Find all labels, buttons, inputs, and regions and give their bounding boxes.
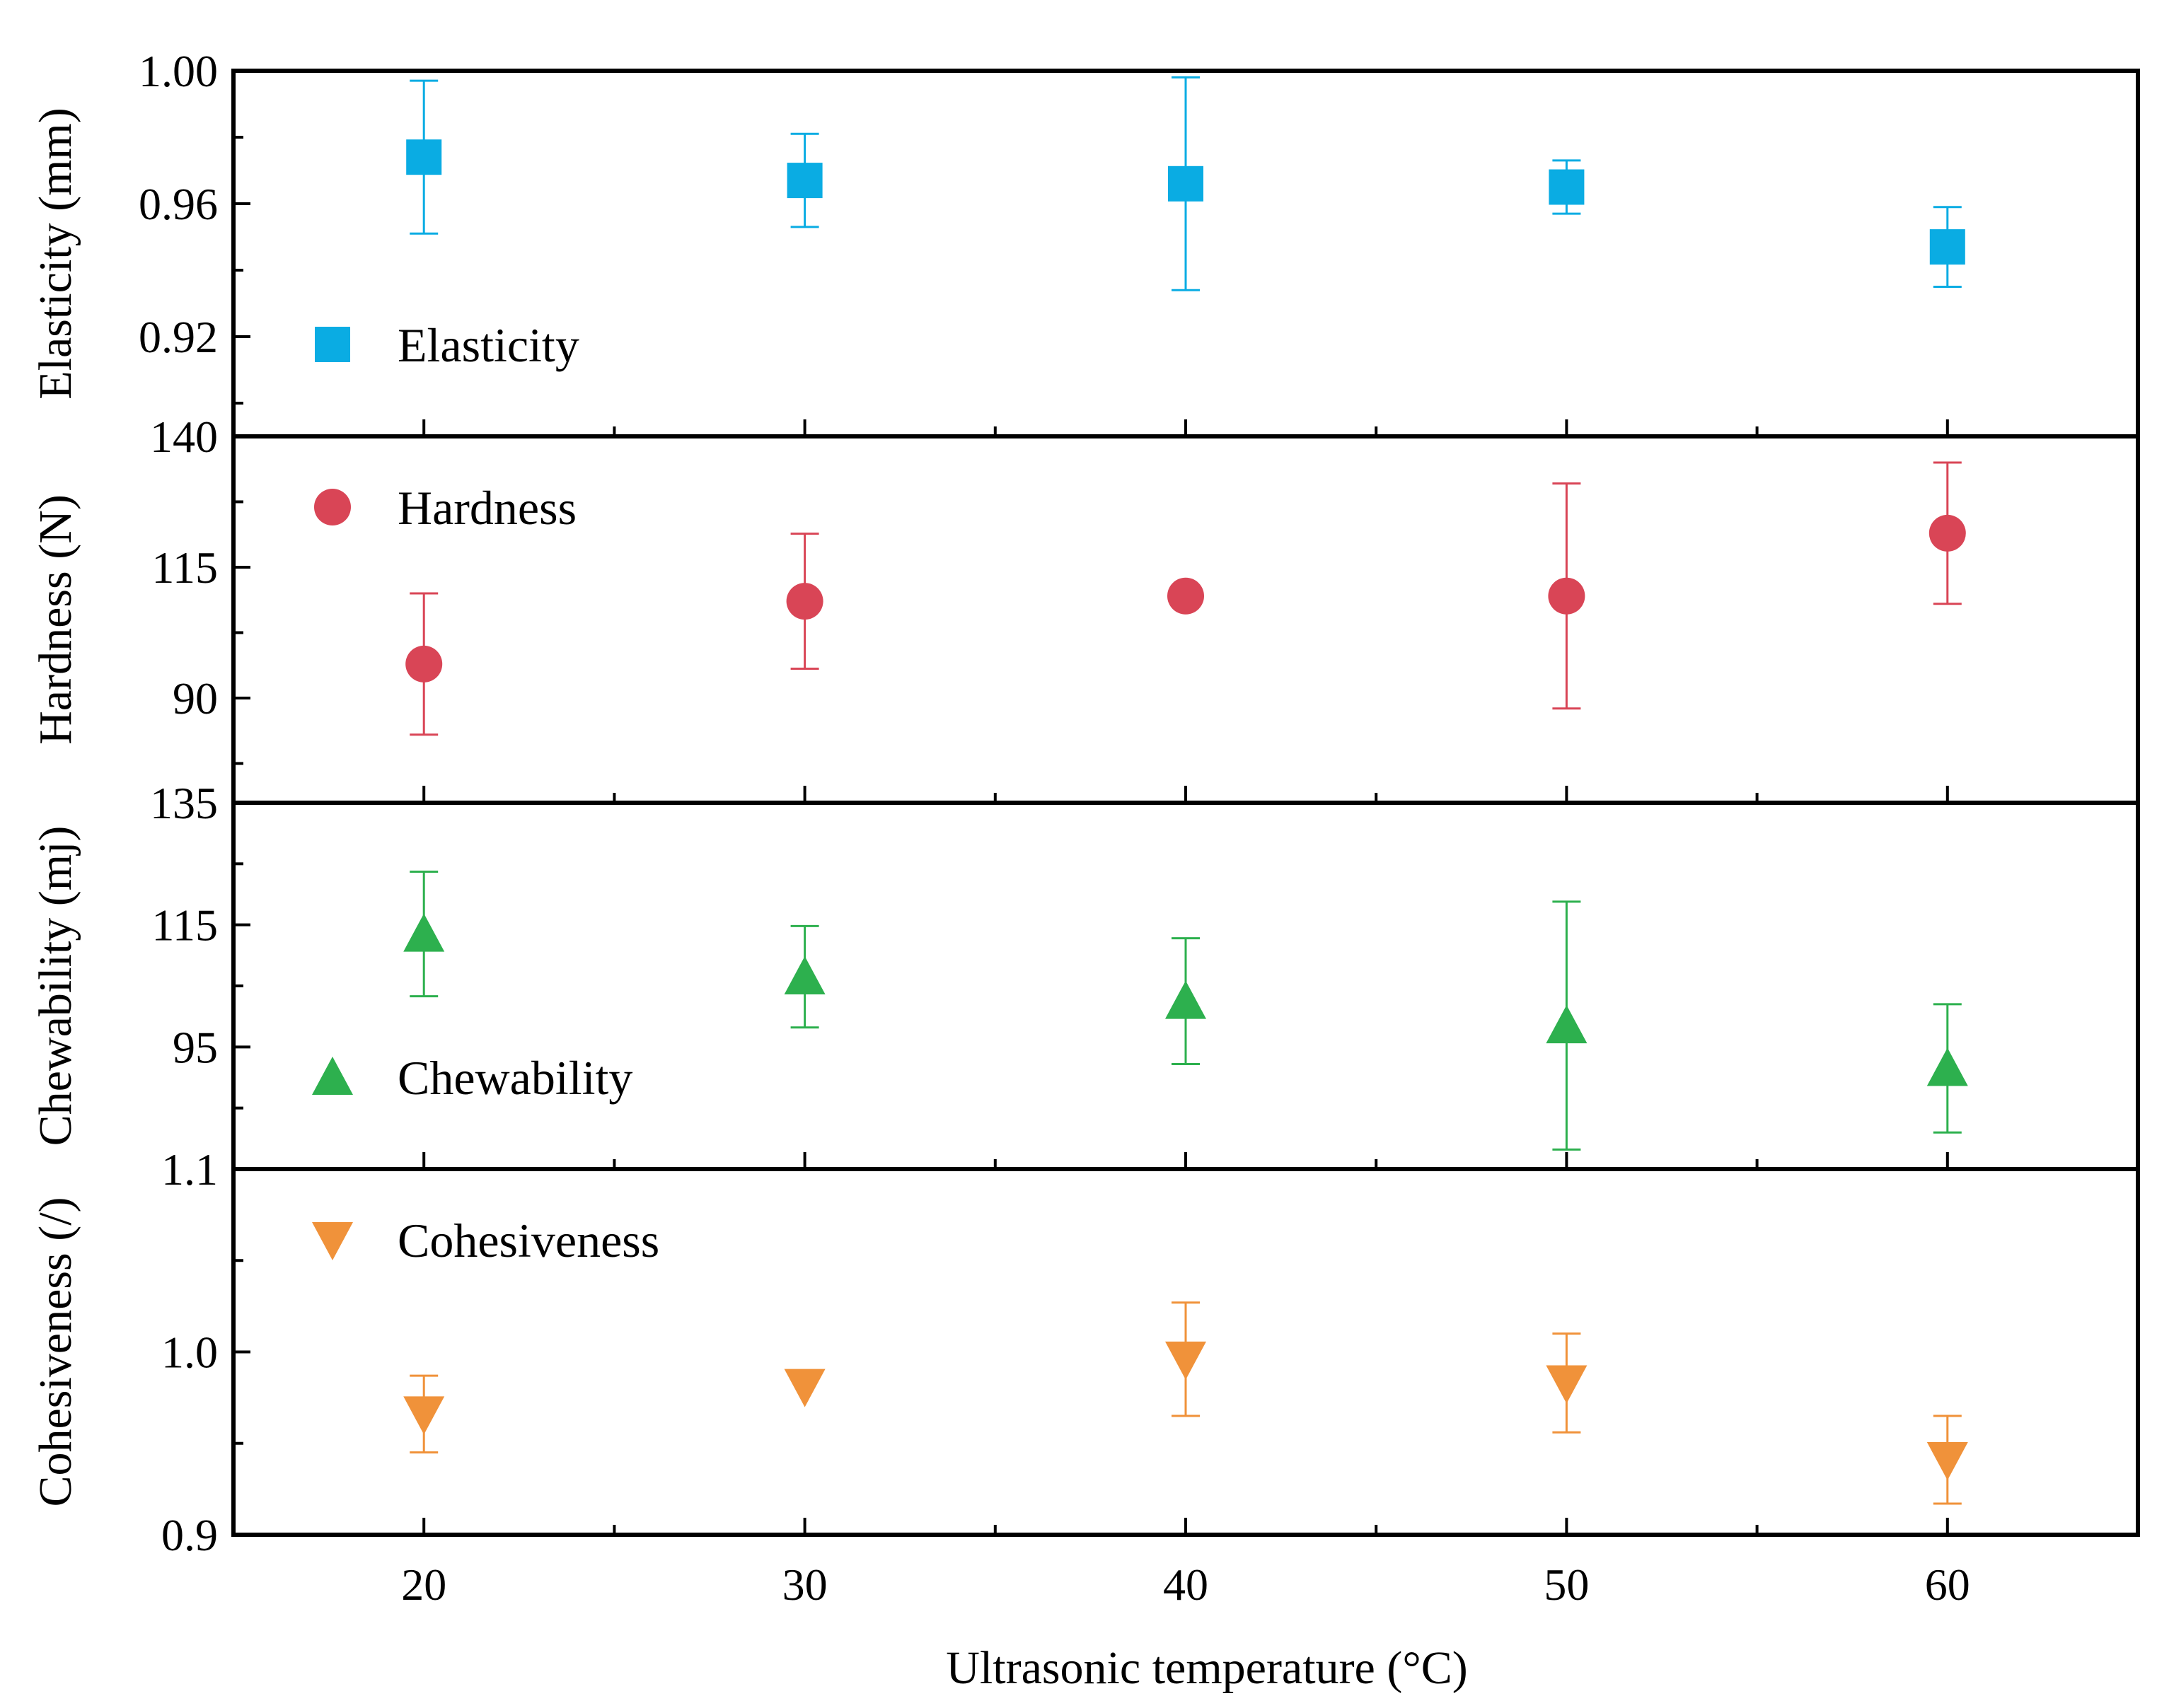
cohesiveness-point [1165,1341,1206,1380]
elasticity-axis-title: Elasticity (mm) [30,108,81,399]
chewability-y-tick-label: 115 [151,900,218,951]
hardness-axis-title: Hardness (N) [30,494,81,745]
elasticity-y-tick-label: 0.96 [139,179,218,229]
x-tick-label: 50 [1544,1559,1589,1610]
cohesiveness-point [1546,1365,1588,1404]
cohesiveness-point [1926,1442,1968,1481]
hardness-y-tick-label: 140 [150,412,218,462]
x-tick-label: 20 [401,1559,446,1610]
hardness-point [405,645,443,682]
cohesiveness-point [784,1369,826,1407]
hardness-point [1928,514,1966,552]
chewability-point [1546,1005,1588,1044]
chewability-point [403,913,445,952]
x-tick-label: 60 [1925,1559,1970,1610]
hardness-legend-label: Hardness [398,481,577,535]
elasticity-legend-marker [315,327,350,362]
elasticity-point [1549,169,1585,205]
chewability-point [784,956,826,995]
cohesiveness-y-tick-label: 1.0 [161,1328,218,1378]
elasticity-point [1168,165,1203,202]
elasticity-point [1929,229,1965,265]
elasticity-y-tick-label: 0.92 [139,312,218,362]
chewability-point [1165,980,1206,1019]
cohesiveness-legend-marker [312,1222,353,1260]
cohesiveness-legend-label: Cohesiveness [398,1214,659,1267]
hardness-point [1167,577,1204,615]
hardness-point [786,583,823,620]
hardness-y-tick-label: 115 [151,542,218,593]
chewability-legend-label: Chewability [398,1051,632,1105]
chewability-y-tick-label: 95 [173,1022,218,1072]
chewability-y-tick-label: 135 [150,778,218,828]
cohesiveness-y-tick-label: 1.1 [161,1144,218,1195]
cohesiveness-y-tick-label: 0.9 [161,1510,218,1560]
x-tick-label: 40 [1163,1559,1208,1610]
cohesiveness-axis-title: Cohesiveness (/) [30,1197,81,1506]
elasticity-y-tick-label: 1.00 [139,46,218,96]
hardness-point [1548,577,1585,615]
x-axis-title: Ultrasonic temperature (°C) [946,1642,1467,1694]
cohesiveness-panel-frame [231,1167,2140,1537]
chewability-legend-marker [312,1057,353,1095]
hardness-y-tick-label: 90 [173,673,218,724]
elasticity-point [406,139,442,175]
elasticity-point [787,163,823,199]
chewability-point [1926,1047,1968,1086]
elasticity-legend-label: Elasticity [398,318,579,372]
cohesiveness-point [403,1396,445,1435]
x-tick-label: 30 [782,1559,828,1610]
hardness-legend-marker [314,489,351,525]
chewability-axis-title: Chewability (mj) [30,826,81,1146]
